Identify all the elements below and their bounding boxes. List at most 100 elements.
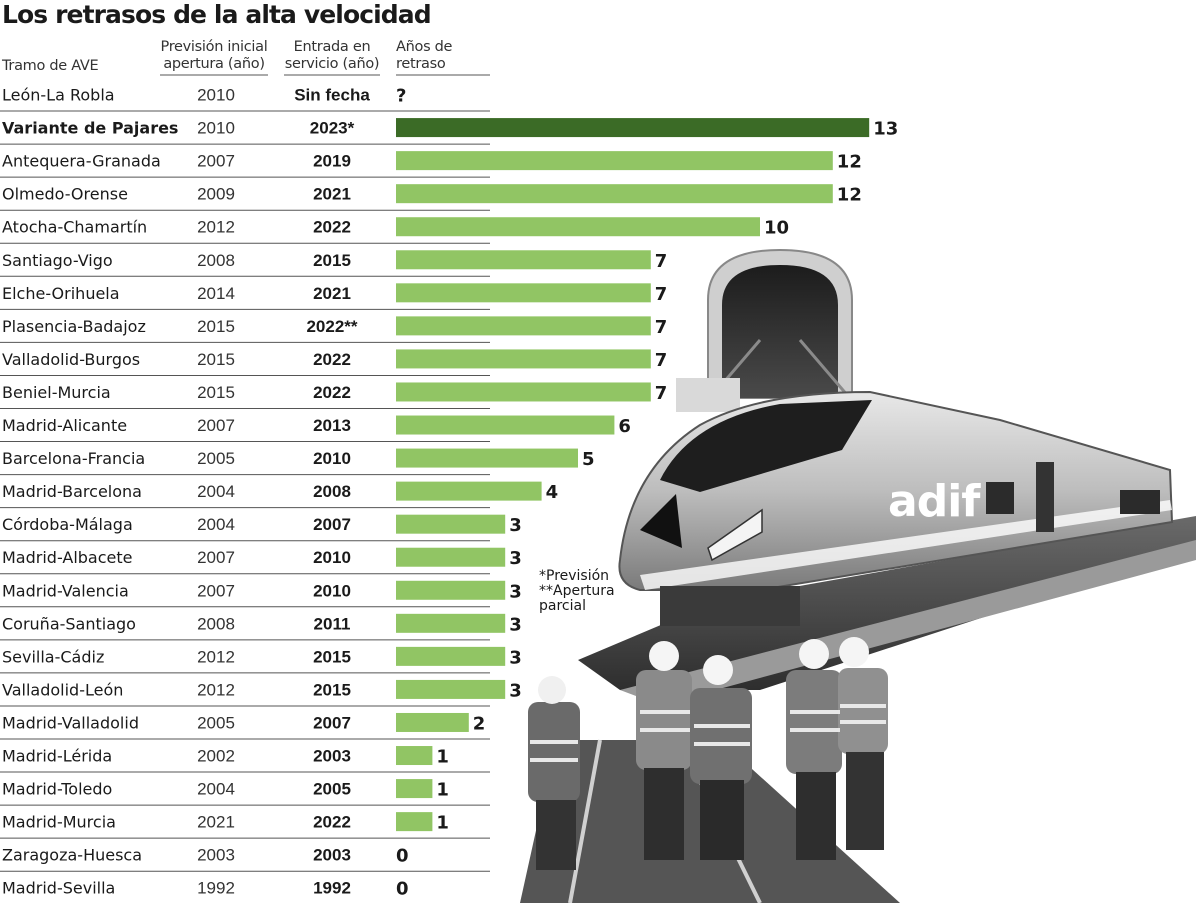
- data-label-anos: 3: [509, 548, 522, 569]
- row-label-tramo: Zaragoza-Huesca: [2, 846, 142, 865]
- data-label-anos: 0: [396, 879, 409, 900]
- row-value-prevision: 2007: [197, 152, 235, 171]
- row-value-prevision: 2010: [197, 86, 235, 105]
- row-label-tramo: Variante de Pajares: [2, 119, 178, 138]
- train-photo: [520, 248, 1196, 903]
- data-label-anos: 12: [837, 185, 862, 206]
- row-value-entrada: 2008: [313, 482, 351, 501]
- footnote-apertura-parcial: **Apertura parcial: [539, 583, 615, 614]
- row-label-tramo: Madrid-Alicante: [2, 416, 127, 435]
- bar: [396, 382, 651, 402]
- column-header-tramo: Tramo de AVE: [2, 58, 99, 74]
- row-value-entrada: 2007: [313, 713, 351, 732]
- worker-legs: [536, 800, 576, 870]
- adif-logo-text: adif: [888, 476, 981, 527]
- row-label-tramo: Sevilla-Cádiz: [2, 647, 104, 666]
- data-label-anos: 13: [873, 119, 898, 140]
- worker-figure: [786, 670, 842, 774]
- platform-ground: [578, 516, 1196, 690]
- row-value-entrada: 2021: [313, 185, 351, 204]
- data-label-anos: 12: [837, 152, 862, 173]
- row-value-entrada: 2021: [313, 284, 351, 303]
- row-value-prevision: 2003: [197, 846, 235, 865]
- row-value-entrada: 2011: [314, 614, 351, 633]
- row-label-tramo: Valladolid-León: [2, 680, 123, 699]
- row-label-tramo: Plasencia-Badajoz: [2, 317, 146, 336]
- train-window: [986, 482, 1014, 514]
- row-value-entrada: 2022: [313, 218, 351, 237]
- row-value-entrada: 2015: [313, 680, 351, 699]
- footnote-prevision: *Previsión: [539, 568, 610, 584]
- worker-figure: [838, 668, 888, 754]
- row-value-entrada: 2003: [313, 747, 351, 766]
- row-value-prevision: 2021: [197, 813, 235, 832]
- data-label-anos: 10: [764, 218, 789, 239]
- bar: [396, 812, 433, 832]
- column-header-entrada: Entrada en servicio (año): [284, 39, 380, 72]
- platform-edge: [620, 540, 1196, 705]
- row-value-entrada: 2023*: [310, 119, 355, 138]
- row-value-prevision: 2008: [197, 614, 235, 633]
- data-label-anos: 1: [436, 780, 449, 801]
- worker-legs: [700, 780, 744, 860]
- row-value-entrada: 2010: [313, 449, 351, 468]
- bar: [396, 547, 506, 567]
- row-label-tramo: Madrid-Valladolid: [2, 713, 139, 732]
- row-value-prevision: 2008: [197, 251, 235, 270]
- chart-title: Los retrasos de la alta velocidad: [2, 0, 432, 29]
- row-label-tramo: Córdoba-Málaga: [2, 515, 133, 534]
- train-underframe: [660, 586, 800, 626]
- row-value-entrada: 2010: [313, 548, 351, 567]
- reflective-stripes: [530, 704, 886, 762]
- bar: [396, 349, 651, 369]
- tunnel-base: [676, 378, 740, 412]
- worker-legs: [796, 772, 836, 860]
- row-value-entrada: 2022: [313, 350, 351, 369]
- row-value-entrada: 2005: [313, 780, 351, 799]
- row-value-prevision: 2007: [197, 548, 235, 567]
- bar: [396, 779, 433, 799]
- row-value-prevision: 2015: [197, 350, 235, 369]
- row-label-tramo: Beniel-Murcia: [2, 383, 111, 402]
- row-value-entrada: 2007: [313, 515, 351, 534]
- worker-legs: [846, 752, 884, 850]
- bar: [396, 118, 870, 138]
- data-label-anos: 3: [509, 647, 522, 668]
- bar: [396, 250, 651, 270]
- row-value-prevision: 2002: [197, 747, 235, 766]
- worker-helmet: [799, 639, 829, 669]
- row-label-tramo: Antequera-Granada: [2, 152, 161, 171]
- row-value-entrada: 1992: [313, 879, 351, 898]
- worker-legs: [644, 768, 684, 860]
- data-label-anos: 3: [509, 515, 522, 536]
- data-label-anos: 0: [396, 846, 409, 867]
- data-label-anos: 2: [473, 713, 486, 734]
- row-label-tramo: Madrid-Valencia: [2, 581, 129, 600]
- data-label-anos: 7: [655, 350, 668, 371]
- bar: [396, 283, 651, 303]
- data-label-anos: 1: [436, 813, 449, 834]
- bar: [396, 415, 615, 435]
- row-label-tramo: Madrid-Barcelona: [2, 482, 142, 501]
- bar: [396, 316, 651, 336]
- data-label-anos: 3: [509, 581, 522, 602]
- row-value-prevision: 2004: [197, 780, 235, 799]
- bar: [396, 448, 578, 468]
- data-label-anos: 1: [436, 747, 449, 768]
- row-label-tramo: Madrid-Albacete: [2, 548, 132, 567]
- row-value-prevision: 2004: [197, 515, 235, 534]
- row-label-tramo: Barcelona-Francia: [2, 449, 145, 468]
- chart-rows: León-La Robla 2010 Sin fecha ?Variante de P…: [0, 86, 898, 900]
- worker-figure: [636, 670, 692, 770]
- row-value-prevision: 2007: [197, 416, 235, 435]
- bar: [396, 481, 542, 501]
- row-label-tramo: Madrid-Murcia: [2, 813, 116, 832]
- row-label-tramo: Valladolid-Burgos: [2, 350, 140, 369]
- data-label-anos: 3: [509, 614, 522, 635]
- row-value-entrada: 2003: [313, 846, 351, 865]
- data-label-anos: 7: [655, 251, 668, 272]
- row-value-entrada: 2022: [313, 813, 351, 832]
- data-label-anos: 7: [655, 317, 668, 338]
- bar: [396, 217, 760, 237]
